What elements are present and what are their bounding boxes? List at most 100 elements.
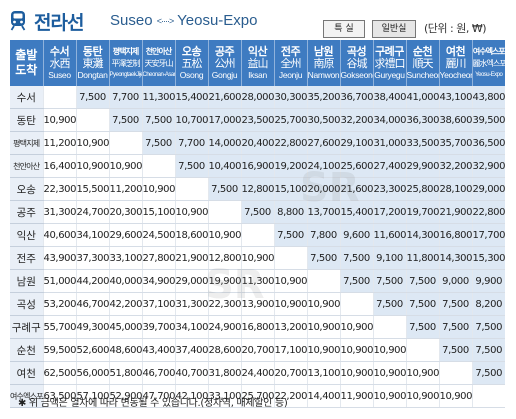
- fare-cell-normal: 10,900: [273, 269, 307, 293]
- fare-cell-special: 19,200: [273, 154, 307, 178]
- fare-cell-special: 7,500: [438, 315, 472, 339]
- fare-cell-empty: [42, 86, 76, 109]
- column-header-han: 公州: [214, 56, 236, 70]
- row-header-station: 익산: [10, 223, 43, 247]
- fare-cell-special: 15,400: [339, 200, 373, 224]
- column-header-kr: 천안아산: [145, 46, 172, 56]
- fare-cell-normal: 10,900: [75, 131, 109, 155]
- fare-cell-special: 16,900: [240, 154, 274, 178]
- column-header-station: 동탄 東灘 Dongtan: [75, 40, 109, 86]
- fare-cell-normal: 13,900: [240, 292, 274, 316]
- table-row: 남원 51,000 44,200 40,000 34,900 29,000 19,900 11…: [10, 269, 505, 293]
- fare-cell-normal: 10,900: [273, 292, 307, 316]
- column-header-en: Guryegu: [374, 69, 405, 80]
- fare-cell-normal: 21,900: [174, 246, 208, 270]
- page-header: 전라선 Suseo <····> Yeosu-Expo 특 실 일반실 (단위 …: [0, 0, 516, 40]
- fare-cell-normal: 10,900: [438, 384, 472, 408]
- fare-cell-normal: 20,700: [240, 338, 274, 362]
- fare-cell-normal: 52,600: [75, 338, 109, 362]
- fare-cell-normal: 37,100: [141, 292, 175, 316]
- column-header-kr: 남원: [313, 44, 334, 58]
- fare-cell-special: 20,400: [240, 131, 274, 155]
- fare-cell-special: 38,600: [438, 108, 472, 132]
- fare-cell-special: 32,200: [438, 154, 472, 178]
- fare-cell-special: 17,200: [372, 200, 406, 224]
- fare-cell-normal: 49,300: [75, 315, 109, 339]
- fare-cell-special: 16,800: [438, 223, 472, 247]
- fare-cell-special: 25,800: [405, 177, 439, 201]
- fare-cell-special: 9,600: [339, 223, 373, 247]
- fare-cell-special: 19,700: [405, 200, 439, 224]
- fare-cell-normal: 10,900: [372, 338, 406, 362]
- fare-cell-special: 12,800: [240, 177, 274, 201]
- fare-cell-normal: 11,900: [339, 384, 373, 408]
- column-header-han: 東灘: [82, 56, 104, 70]
- fare-cell-special: 24,100: [306, 154, 340, 178]
- fare-cell-empty: [207, 200, 241, 224]
- column-header-han: 天安牙山: [144, 58, 174, 68]
- column-header-kr: 익산: [247, 44, 268, 58]
- fare-cell-special: 15,300: [471, 246, 505, 270]
- fare-cell-special: 7,500: [438, 338, 472, 362]
- fare-cell-normal: 16,800: [240, 315, 274, 339]
- row-header-station: 오송: [10, 177, 43, 201]
- fare-cell-special: 36,700: [339, 86, 373, 109]
- fare-cell-special: 35,200: [306, 86, 340, 109]
- row-header-station: 구례구: [10, 315, 43, 339]
- fare-cell-special: 7,700: [108, 86, 142, 109]
- fare-cell-normal: 20,300: [108, 200, 142, 224]
- fare-cell-empty: [273, 246, 307, 270]
- fare-cell-normal: 10,900: [207, 223, 241, 247]
- column-header-han: 谷城: [346, 56, 368, 70]
- fare-cell-normal: 33,100: [108, 246, 142, 270]
- column-header-kr: 전주: [280, 44, 301, 58]
- fare-cell-special: 35,700: [438, 131, 472, 155]
- fare-cell-empty: [471, 384, 505, 408]
- fare-cell-special: 11,800: [405, 246, 439, 270]
- fare-cell-special: 7,500: [273, 223, 307, 247]
- fare-cell-normal: 15,100: [141, 200, 175, 224]
- column-header-han: 麗川: [445, 56, 467, 70]
- fare-cell-special: 36,300: [405, 108, 439, 132]
- fare-cell-special: 7,500: [372, 292, 406, 316]
- fare-cell-special: 7,500: [405, 292, 439, 316]
- fare-cell-empty: [339, 292, 373, 316]
- fare-cell-special: 17,700: [471, 223, 505, 247]
- column-header-en: Jeonju: [278, 69, 303, 80]
- row-header-station: 순천: [10, 338, 43, 362]
- fare-cell-normal: 47,700: [141, 384, 175, 408]
- row-header-station: 남원: [10, 269, 43, 293]
- fare-cell-normal: 18,600: [174, 223, 208, 247]
- fare-cell-normal: 14,400: [306, 384, 340, 408]
- column-header-station: 익산 益山 Iksan: [240, 40, 274, 86]
- fare-cell-special: 9,000: [438, 269, 472, 293]
- fare-cell-special: 7,500: [108, 108, 142, 132]
- fare-cell-special: 7,500: [471, 361, 505, 385]
- fare-cell-special: 17,000: [207, 108, 241, 132]
- column-header-station: 평택지제 平澤芝制 PyeongtaekJije: [108, 40, 142, 86]
- fare-cell-special: 11,300: [141, 86, 175, 109]
- fare-cell-normal: 34,100: [174, 315, 208, 339]
- fare-cell-normal: 10,900: [240, 246, 274, 270]
- column-header-station: 전주 全州 Jeonju: [273, 40, 307, 86]
- fare-cell-normal: 37,300: [75, 246, 109, 270]
- fare-cell-normal: 10,900: [108, 154, 142, 178]
- column-header-station: 여수엑스포 麗水엑스포 Yeosu-Expo: [471, 40, 505, 86]
- fare-cell-normal: 22,300: [42, 177, 76, 201]
- fare-cell-special: 14,000: [207, 131, 241, 155]
- fare-cell-special: 7,500: [174, 154, 208, 178]
- row-header-station: 천안아산: [10, 154, 43, 178]
- fare-cell-special: 7,500: [405, 315, 439, 339]
- fare-cell-empty: [108, 131, 142, 155]
- fare-cell-normal: 24,500: [141, 223, 175, 247]
- table-header-row: 출발 도착 수서 水西 Suseo 동탄 東灘 Dongtan 평택지제 平澤芝制 Pyeong…: [10, 40, 505, 86]
- fare-cell-special: 43,100: [438, 86, 472, 109]
- fare-cell-normal: 31,300: [174, 292, 208, 316]
- fare-cell-normal: 43,400: [141, 338, 175, 362]
- fare-cell-special: 28,000: [240, 86, 274, 109]
- fare-cell-special: 7,500: [372, 269, 406, 293]
- column-header-han: 水西: [49, 56, 71, 70]
- fare-cell-special: 25,600: [339, 154, 373, 178]
- fare-cell-special: 7,500: [141, 108, 175, 132]
- fare-cell-normal: 16,400: [42, 154, 76, 178]
